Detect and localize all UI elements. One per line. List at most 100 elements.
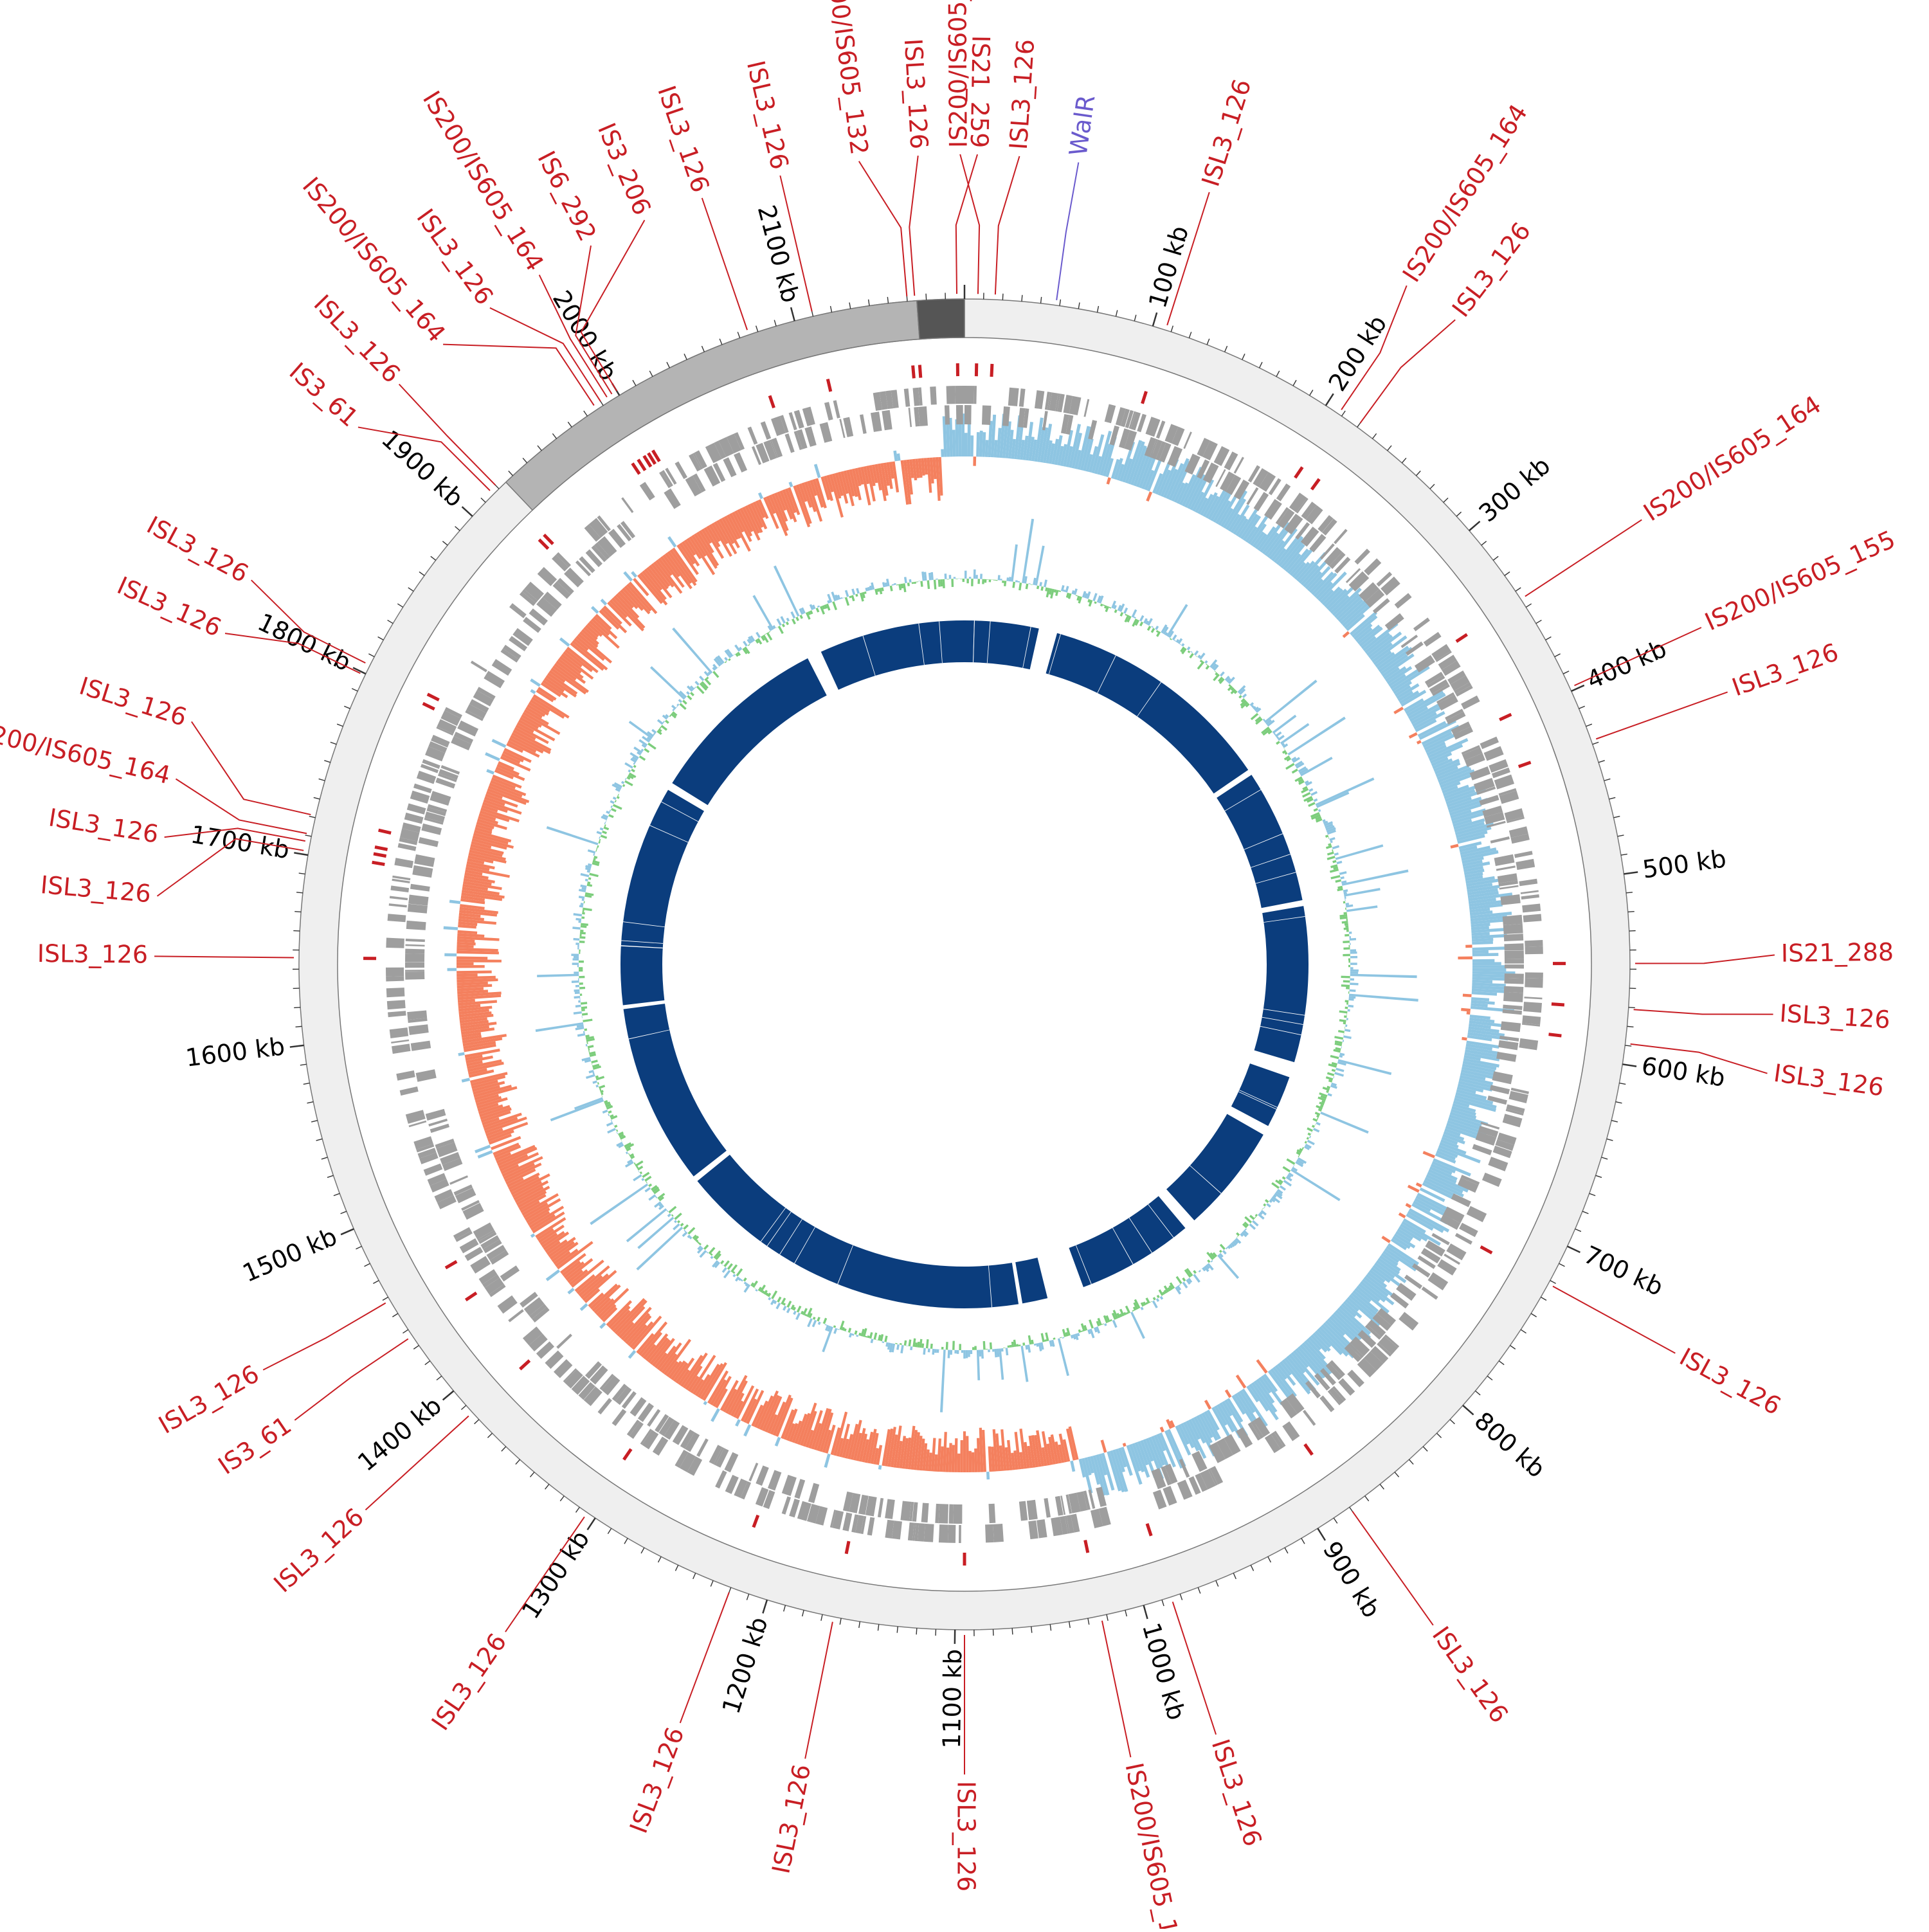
gc-skew-bar (457, 962, 474, 966)
gc-skew-bar (1343, 631, 1350, 638)
gc-content-bar (1307, 1127, 1313, 1132)
gc-skew-bar (530, 1233, 535, 1238)
gene-block (1522, 903, 1541, 912)
gc-content-bar (1350, 962, 1357, 965)
gene-block (1385, 613, 1404, 631)
gene-block (824, 402, 833, 420)
gc-content-bar (578, 921, 581, 923)
gc-content-bar (1015, 580, 1018, 582)
gene-block (959, 1525, 961, 1543)
gc-content-bar (938, 579, 941, 587)
gc-skew-bar (1204, 1400, 1211, 1409)
gc-content-bar (934, 1349, 937, 1353)
is-element-mark (1481, 1247, 1492, 1253)
gene-block (1459, 1223, 1478, 1237)
gc-content-bar (718, 667, 720, 668)
coverage-segment (1166, 1114, 1263, 1220)
gc-skew-bar (743, 1424, 751, 1436)
gc-content-bar (950, 1350, 952, 1355)
gc-content-bar (1343, 1033, 1344, 1035)
gene-block (1422, 1286, 1438, 1300)
gc-content-bar (626, 1208, 667, 1242)
gc-content-bar (644, 1176, 651, 1182)
gc-content-bar (1160, 1296, 1163, 1300)
coverage-segment (1217, 775, 1302, 908)
gc-content-bar (664, 1207, 666, 1209)
gc-content-bar (1312, 1124, 1315, 1128)
gc-content-bar (1328, 837, 1330, 839)
minor-tick (1088, 1618, 1089, 1625)
gene-block (1183, 431, 1192, 449)
gene-block (1347, 1369, 1364, 1387)
gc-content-bar (1342, 869, 1409, 885)
gc-content-bar (614, 1124, 617, 1128)
is-element-mark (1549, 1034, 1562, 1036)
gc-content-bar (1044, 579, 1047, 587)
gc-content-bar (583, 910, 584, 912)
gc-content-bar (1010, 1345, 1012, 1348)
is-element-label: ISL3_126 (1779, 999, 1891, 1034)
minor-tick (365, 1263, 370, 1266)
is-element-mark (1312, 479, 1319, 489)
is-element-mark (632, 464, 639, 474)
gc-content-bar (1350, 938, 1356, 941)
annotation-leader (1635, 955, 1775, 963)
is-element-mark (372, 862, 385, 864)
gene-block (386, 988, 405, 997)
gc-content-bar (951, 579, 954, 587)
gc-content-bar (1053, 1337, 1056, 1339)
gene-block (410, 884, 430, 892)
gc-content-bar (833, 1328, 837, 1333)
is-element-label: IS6_292 (532, 147, 602, 246)
minor-tick (1233, 1573, 1236, 1579)
minor-tick (1293, 380, 1296, 386)
minor-tick (316, 1139, 323, 1141)
gc-content-bar (1343, 1022, 1346, 1024)
minor-tick (487, 1433, 492, 1438)
gene-block (948, 1525, 955, 1543)
gene-block (404, 813, 424, 824)
gc-content-bar (588, 1051, 590, 1053)
gc-skew-bar (567, 1288, 574, 1294)
gc-content-bar (1188, 651, 1191, 653)
gc-content-bar (1151, 628, 1155, 633)
gene-block (1105, 404, 1116, 424)
gc-content-bar (832, 601, 837, 610)
gc-content-bar (574, 956, 579, 959)
minor-tick (568, 422, 572, 427)
gc-content-bar (1345, 908, 1346, 910)
gc-content-bar (1017, 581, 1020, 582)
gc-content-bar (606, 1122, 613, 1126)
tick-label: 1700 kb (188, 820, 291, 864)
gc-content-bar (1349, 936, 1351, 939)
gene-block (1395, 593, 1412, 608)
gc-content-bar (1348, 961, 1350, 962)
gc-content-bar (709, 1247, 716, 1254)
minor-tick (1619, 1083, 1626, 1085)
gene-block (1496, 1052, 1516, 1062)
gc-content-bar (975, 575, 978, 579)
gc-content-bar (606, 820, 607, 822)
gc-content-bar (1195, 656, 1197, 658)
gc-content-bar (743, 1277, 747, 1281)
minor-tick (341, 1211, 347, 1214)
gene-block (930, 386, 937, 404)
major-tick (588, 1518, 595, 1530)
gc-content-bar (1151, 626, 1154, 628)
gc-content-bar (550, 1099, 604, 1121)
gc-content-bar (977, 579, 980, 584)
gc-content-bar (579, 896, 584, 899)
gc-content-bar (1350, 971, 1358, 974)
gc-content-bar (1001, 1348, 1004, 1351)
gc-content-bar (577, 947, 579, 950)
gene-block (1246, 487, 1258, 505)
gc-content-bar (609, 809, 611, 812)
gc-skew-bar (599, 1323, 606, 1329)
gc-skew-bar (559, 637, 570, 647)
tick-label: 900 kb (1318, 1537, 1386, 1623)
gc-content-bar (1305, 1141, 1307, 1144)
minor-tick (293, 931, 300, 932)
gc-skew-bar (952, 429, 955, 456)
gc-content-bar (914, 582, 916, 584)
minor-tick (1481, 541, 1487, 545)
